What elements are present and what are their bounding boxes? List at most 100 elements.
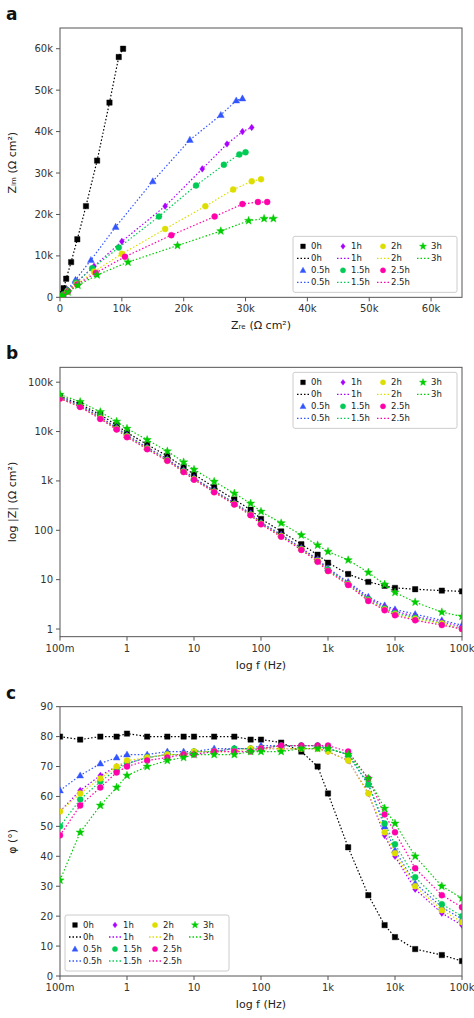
data-point: [232, 734, 237, 739]
legend-label: 0.5h: [83, 956, 102, 966]
data-point: [298, 547, 304, 553]
data-point: [459, 919, 462, 925]
data-point: [124, 758, 130, 764]
legend-label: 1.5h: [123, 956, 142, 966]
data-point: [366, 790, 371, 797]
y-tick: [56, 480, 60, 481]
data-point: [124, 751, 131, 757]
data-point: [193, 182, 199, 188]
y-tick: [56, 706, 60, 707]
data-point: [257, 747, 265, 755]
data-point: [143, 435, 151, 443]
legend-label: 2.5h: [391, 265, 410, 275]
y-tick-label: 1: [47, 624, 53, 635]
data-point: [344, 556, 352, 564]
data-point: [165, 456, 170, 463]
data-point: [60, 390, 64, 398]
data-point: [365, 790, 371, 796]
data-point: [315, 558, 321, 564]
data-point: [380, 580, 388, 588]
series-line: [60, 398, 462, 629]
legend-line: [377, 258, 389, 259]
legend-line: [297, 394, 309, 395]
x-tick: [60, 976, 61, 980]
legend-label: 0h: [311, 377, 322, 387]
panel: 010k20k30k40k50k60k010k20k30k40k50k60kZᵣ…: [6, 4, 462, 332]
legend-label: 2.5h: [391, 277, 410, 287]
data-point: [144, 446, 150, 452]
data-point: [149, 178, 156, 184]
x-tick-label: 100k: [450, 643, 474, 654]
data-point: [345, 845, 350, 850]
y-tick: [56, 48, 60, 49]
data-point: [392, 934, 397, 939]
data-point: [116, 245, 122, 251]
data-point: [190, 465, 198, 473]
y-tick: [56, 214, 60, 215]
data-point: [144, 445, 150, 451]
legend-label: 1h: [351, 241, 362, 251]
legend-label: 2h: [391, 389, 402, 399]
data-point: [116, 54, 121, 59]
series-line: [60, 399, 462, 629]
legend-line: [377, 282, 389, 283]
data-point: [191, 476, 197, 482]
legend-marker: [152, 946, 157, 951]
data-point: [382, 811, 388, 817]
data-point: [211, 734, 216, 739]
data-point: [412, 874, 418, 880]
x-tick-label: 60k: [422, 303, 441, 314]
panel-label: a: [6, 4, 17, 24]
y-tick: [56, 916, 60, 917]
y-tick-label: 10: [40, 941, 53, 952]
data-point: [225, 141, 230, 148]
data-point: [181, 734, 186, 739]
data-point: [412, 946, 417, 951]
data-point: [60, 832, 63, 838]
data-point: [278, 534, 284, 540]
legend-line: [109, 960, 121, 961]
series-line: [60, 397, 462, 625]
legend-label: 0.5h: [83, 944, 102, 954]
data-point: [439, 622, 445, 628]
data-point: [315, 558, 321, 564]
data-point: [202, 203, 208, 209]
data-point: [191, 477, 197, 483]
data-point: [239, 201, 245, 207]
legend-label: 1h: [123, 932, 134, 942]
legend-label: 0h: [83, 932, 94, 942]
x-tick-label: 10k: [386, 982, 405, 993]
y-axis-label: φ (°): [6, 829, 19, 854]
legend-marker: [300, 267, 306, 272]
data-point: [236, 151, 242, 157]
data-point: [298, 546, 304, 552]
data-point: [382, 607, 388, 613]
data-point: [230, 187, 236, 193]
y-tick: [56, 382, 60, 383]
data-point: [255, 199, 261, 205]
data-point: [211, 489, 217, 495]
y-tick: [56, 736, 60, 737]
background: [0, 0, 474, 1018]
data-point: [124, 434, 130, 440]
data-point: [249, 178, 255, 184]
series-line: [60, 746, 462, 920]
data-point: [364, 774, 372, 782]
y-tick: [56, 173, 60, 174]
data-point: [181, 469, 187, 475]
series-line: [61, 179, 261, 296]
data-point: [231, 502, 237, 508]
legend-marker: [380, 380, 385, 385]
series-line: [60, 749, 462, 923]
legend-label: 2h: [163, 920, 174, 930]
legend-marker: [152, 922, 157, 927]
data-point: [366, 579, 371, 584]
legend-label: 0.5h: [311, 277, 330, 287]
data-point: [278, 533, 284, 539]
data-point: [119, 238, 124, 245]
y-tick-label: 1k: [41, 475, 53, 486]
x-tick: [261, 637, 262, 641]
data-point: [365, 781, 371, 787]
data-point: [60, 808, 62, 815]
data-point: [60, 823, 63, 829]
